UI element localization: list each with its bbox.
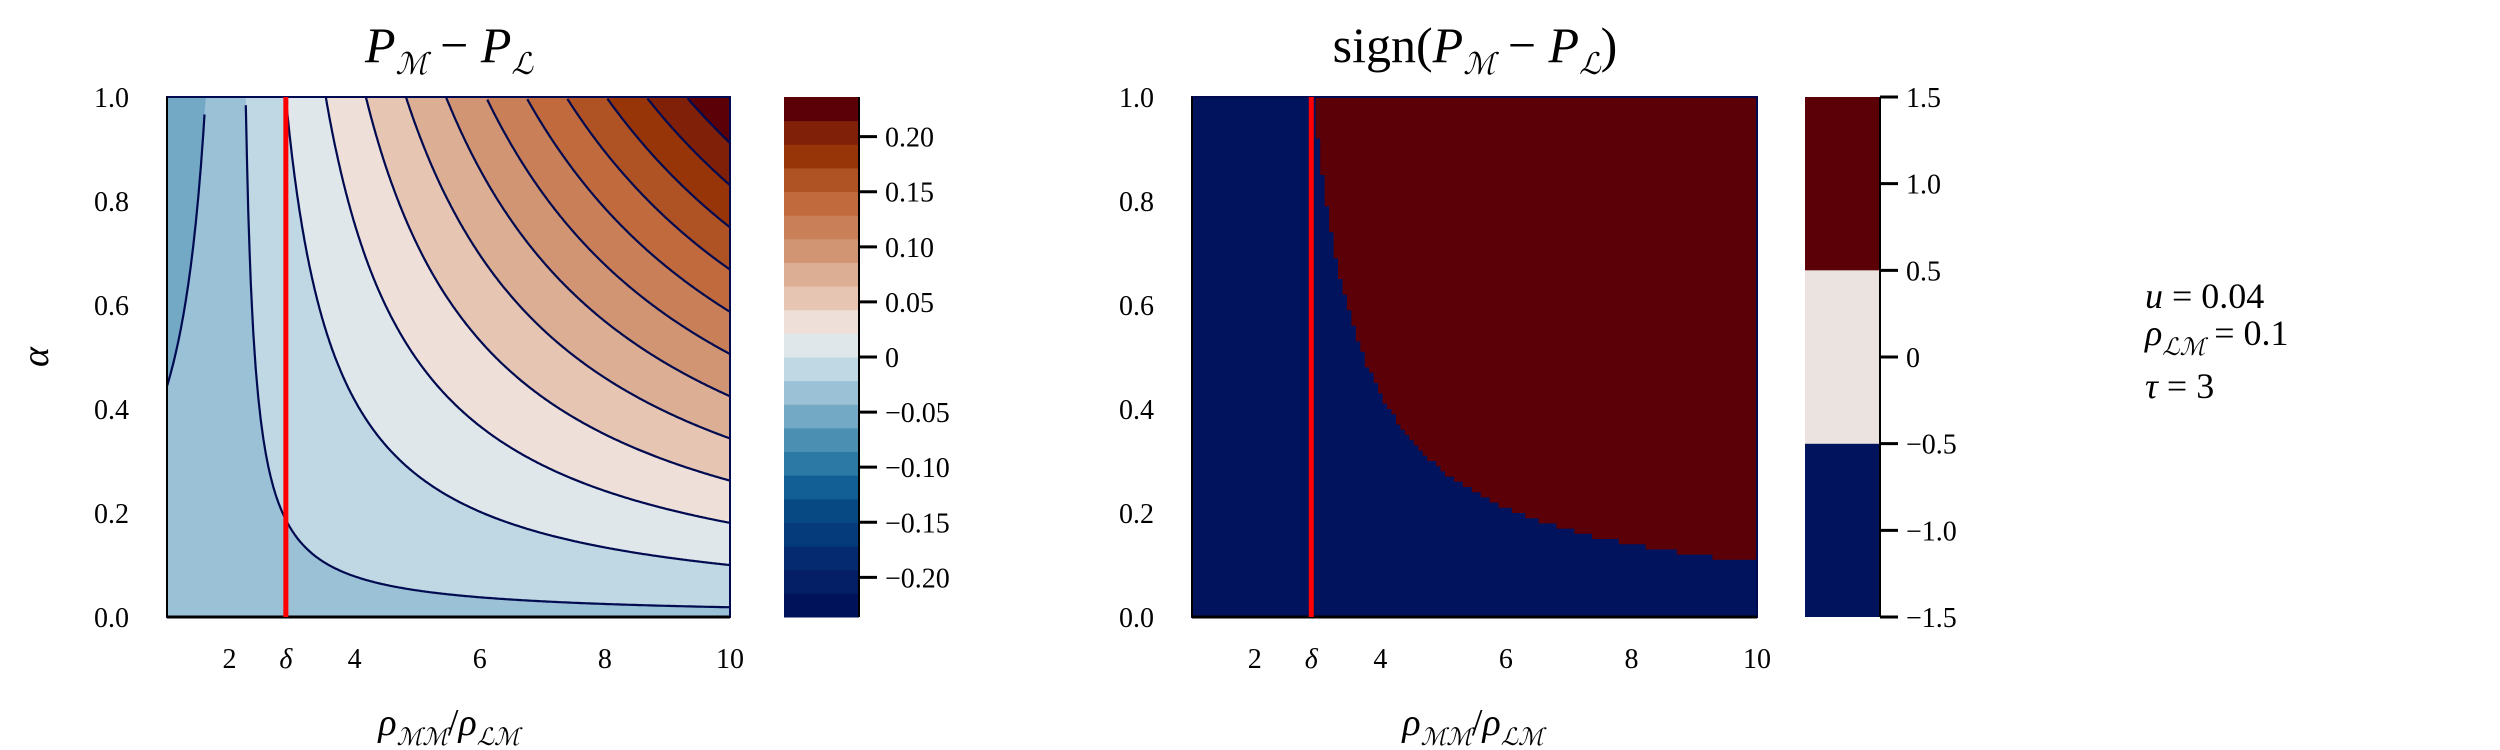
colorbar-band: [784, 475, 859, 500]
annotation-tau: τ = 3: [2145, 366, 2214, 406]
colorbar-band: [784, 333, 859, 358]
colorbar-band: [784, 451, 859, 476]
colorbar-band: [784, 238, 859, 263]
colorbar-tick-label: 1.5: [1906, 83, 1941, 114]
colorbar-tick-label: −0.05: [885, 398, 950, 429]
colorbar-tick-label: 1.0: [1906, 170, 1941, 201]
left-contour-plot: 2 4 6 8 10 δ 0.0 0.2 0.4 0.6 0.8 1.0: [94, 83, 744, 675]
y-tick-label: 0.6: [1119, 291, 1154, 322]
left-title: Pℳ − Pℒ: [364, 17, 534, 81]
colorbar-tick-label: 0: [1906, 343, 1920, 374]
colorbar-tick-label: −0.20: [885, 563, 950, 594]
x-tick-label: 10: [1743, 644, 1771, 675]
x-tick-label: 2: [223, 644, 237, 675]
parameter-annotation: u = 0.04 ρℒℳ = 0.1 τ = 3: [2144, 276, 2289, 406]
delta-tick-label: δ: [1305, 644, 1319, 675]
colorbar-band: [784, 427, 859, 453]
colorbar-band: [1805, 97, 1880, 271]
left-ylabel: α: [15, 346, 57, 367]
y-tick-label: 0.8: [94, 187, 129, 218]
contour-line: [646, 97, 731, 187]
x-tick-label: 6: [1499, 644, 1513, 675]
contour-line: [606, 97, 731, 229]
colorbar-band: [1805, 443, 1880, 617]
right-colorbar: −1.5 −1.0 −0.5 0 0.5 1.0 1.5: [1805, 83, 1957, 634]
colorbar-tick-label: 0.5: [1906, 256, 1941, 287]
contour-line: [566, 98, 731, 271]
y-tick-label: 0.0: [94, 603, 129, 634]
colorbar-band: [784, 191, 859, 216]
contour-line: [324, 97, 731, 524]
colorbar-tick-label: 0.10: [885, 233, 934, 264]
y-tick-label: 0.4: [1119, 395, 1154, 426]
y-tick-label: 0.0: [1119, 603, 1154, 634]
y-tick-label: 0.2: [94, 499, 129, 530]
x-tick-label: 4: [1373, 644, 1387, 675]
colorbar-band: [784, 593, 859, 618]
left-xlabel: ρℳℳ/ρℒℳ: [377, 702, 523, 750]
right-sign-plot: 2 4 6 8 10 δ 0.0 0.2 0.4 0.6 0.8 1.0: [1119, 83, 1771, 675]
y-tick-label: 0.4: [94, 395, 129, 426]
annotation-rho: ρℒℳ = 0.1: [2144, 313, 2289, 361]
colorbar-band: [784, 262, 859, 287]
colorbar-tick-label: −1.5: [1906, 603, 1957, 634]
colorbar-band: [784, 144, 859, 169]
y-tick-label: 1.0: [1119, 83, 1154, 114]
colorbar-tick-label: 0.15: [885, 178, 934, 209]
colorbar-band: [784, 167, 859, 193]
colorbar-tick-label: −0.10: [885, 453, 950, 484]
contour-line: [444, 96, 731, 398]
colorbar-band: [784, 357, 859, 382]
contour-line: [364, 97, 731, 482]
colorbar-band: [784, 286, 859, 311]
colorbar-tick-label: 0.05: [885, 288, 934, 319]
colorbar-band: [1805, 270, 1880, 444]
contour-line: [165, 114, 206, 387]
colorbar-band: [784, 120, 859, 145]
colorbar-tick-label: 0.20: [885, 123, 934, 154]
contour-line: [404, 96, 731, 440]
contour-line: [486, 99, 731, 355]
colorbar-band: [784, 404, 859, 429]
x-tick-label: 6: [473, 644, 487, 675]
contour-line: [284, 98, 731, 567]
contour-line: [686, 97, 731, 144]
colorbar-tick-label: −0.5: [1906, 430, 1957, 461]
colorbar-tick-label: −1.0: [1906, 516, 1957, 547]
colorbar-band: [784, 546, 859, 571]
x-tick-label: 8: [598, 644, 612, 675]
right-title: sign(Pℳ − Pℒ): [1333, 17, 1618, 81]
colorbar-tick-label: 0: [885, 343, 899, 374]
left-colorbar: −0.20 −0.15 −0.10 −0.05 0 0.05 0.10 0.15 0.20: [784, 97, 950, 618]
colorbar-band: [784, 215, 859, 240]
y-tick-label: 1.0: [94, 83, 129, 114]
annotation-u: u = 0.04: [2145, 276, 2264, 316]
y-tick-label: 0.6: [94, 291, 129, 322]
contour-line: [526, 98, 731, 313]
colorbar-band: [784, 97, 859, 122]
positive-region: [1311, 97, 1757, 565]
delta-tick-label: δ: [279, 644, 293, 675]
contour-line: [244, 105, 731, 609]
right-xlabel: ρℳℳ/ρℒℳ: [1401, 702, 1547, 750]
colorbar-band: [784, 309, 859, 334]
x-tick-label: 2: [1248, 644, 1262, 675]
y-tick-label: 0.8: [1119, 187, 1154, 218]
x-tick-label: 10: [716, 644, 744, 675]
x-tick-label: 8: [1624, 644, 1638, 675]
colorbar-band: [784, 380, 859, 405]
x-tick-label: 4: [348, 644, 362, 675]
colorbar-tick-label: −0.15: [885, 508, 950, 539]
colorbar-band: [784, 569, 859, 594]
y-tick-label: 0.2: [1119, 499, 1154, 530]
colorbar-band: [784, 522, 859, 547]
colorbar-band: [784, 498, 859, 523]
